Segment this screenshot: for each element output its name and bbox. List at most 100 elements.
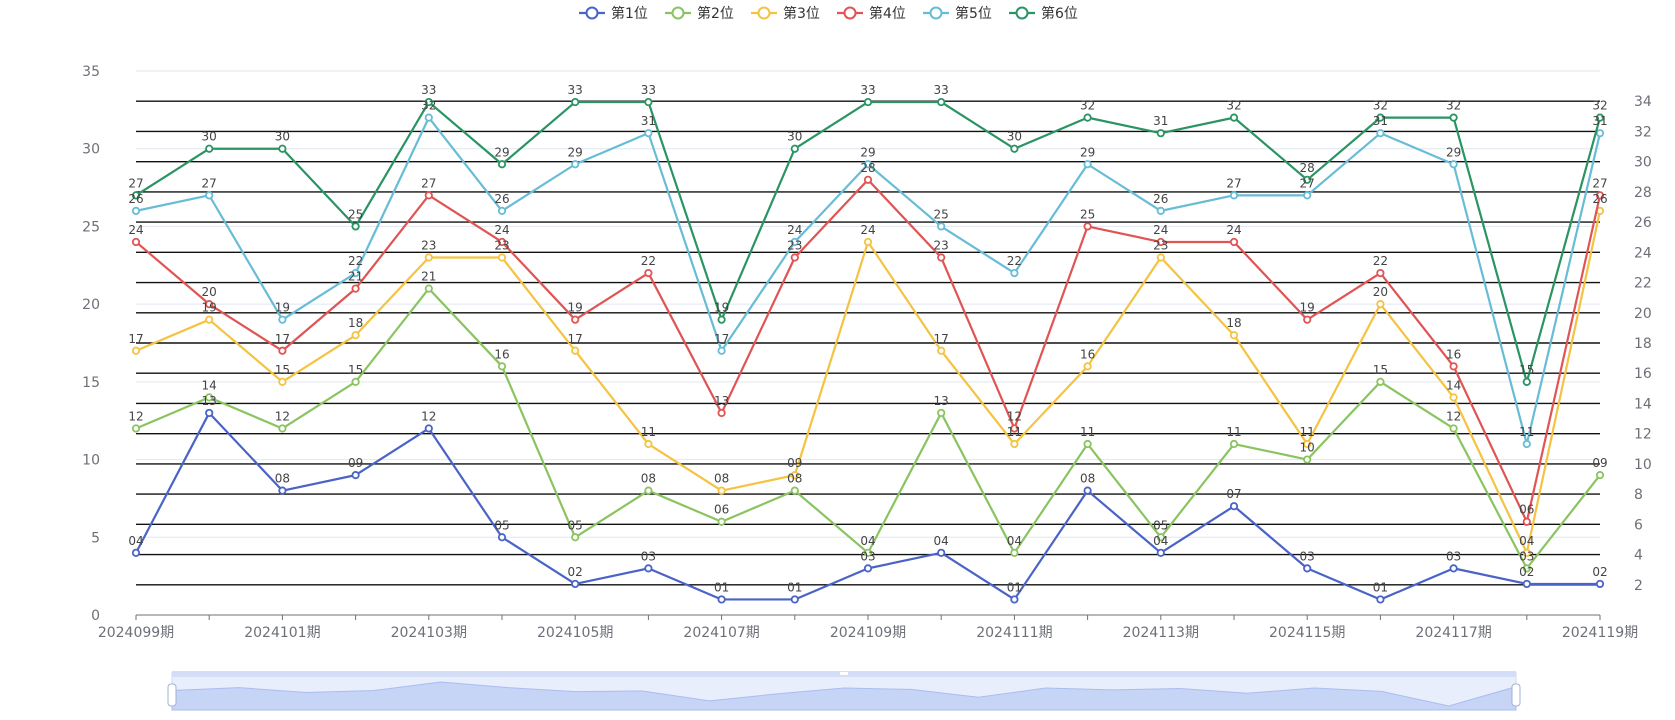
data-point	[1449, 393, 1458, 402]
data-label: 32	[421, 99, 436, 113]
zoom-handle-left[interactable]	[167, 683, 177, 707]
data-point	[1229, 113, 1239, 122]
data-label: 01	[1373, 580, 1388, 594]
data-point	[863, 160, 873, 169]
data-label: 30	[275, 130, 290, 144]
x-tick-label: 2024119期	[1562, 625, 1638, 641]
data-point	[717, 595, 726, 604]
data-point	[131, 346, 141, 355]
data-point	[131, 191, 141, 200]
data-point	[205, 191, 214, 200]
data-point	[1156, 129, 1165, 138]
data-label: 20	[1373, 285, 1388, 299]
data-label: 28	[860, 161, 875, 175]
right-y-tick-label: 30	[1634, 155, 1652, 171]
right-y-tick-label: 32	[1634, 124, 1652, 140]
data-label: 22	[641, 254, 656, 268]
data-point	[1595, 113, 1605, 122]
data-label: 27	[1592, 176, 1607, 190]
data-point	[1229, 237, 1239, 247]
y-tick-label: 10	[82, 453, 100, 469]
data-point	[131, 206, 141, 215]
data-zoom-slider[interactable]	[167, 671, 1521, 711]
legend-symbol	[757, 6, 771, 20]
data-label: 06	[714, 503, 729, 517]
data-point	[497, 237, 507, 247]
data-label: 22	[1373, 254, 1388, 268]
data-point	[424, 424, 433, 433]
legend-item-3[interactable]: 第3位	[751, 5, 820, 22]
right-y-tick-label: 20	[1634, 306, 1652, 322]
legend-symbol	[929, 6, 943, 20]
data-label: 24	[787, 223, 802, 237]
right-y-tick-label: 18	[1634, 336, 1652, 352]
zoom-handle-right[interactable]	[1511, 683, 1521, 707]
data-label: 29	[860, 145, 875, 159]
data-label: 33	[421, 83, 436, 97]
data-label: 18	[1226, 316, 1241, 330]
series-2	[131, 284, 1605, 573]
y-tick-label: 35	[82, 64, 100, 80]
data-label: 02	[1519, 565, 1534, 579]
data-label: 29	[568, 145, 583, 159]
data-label: 05	[568, 518, 583, 532]
right-y-tick-label: 12	[1634, 427, 1652, 443]
data-label: 08	[787, 472, 802, 486]
data-label: 13	[934, 394, 949, 408]
data-point	[1010, 548, 1019, 557]
data-point	[278, 486, 287, 495]
data-point	[1595, 579, 1605, 589]
data-label: 27	[1226, 176, 1241, 190]
data-label: 33	[934, 83, 949, 97]
data-point	[1595, 191, 1605, 200]
data-point	[278, 144, 287, 153]
y-tick-label: 20	[82, 297, 100, 313]
data-label: 12	[1007, 409, 1022, 423]
data-point	[424, 191, 433, 200]
data-point	[571, 346, 580, 355]
data-point	[1303, 175, 1312, 184]
data-label: 17	[714, 332, 729, 346]
legend-item-2[interactable]: 第2位	[665, 5, 734, 22]
data-point	[790, 595, 799, 604]
data-label: 30	[787, 130, 802, 144]
data-point	[1303, 564, 1312, 573]
right-y-tick-label: 14	[1634, 396, 1652, 412]
data-point	[571, 97, 580, 107]
data-label: 17	[934, 332, 949, 346]
data-point	[1376, 129, 1385, 138]
data-label: 13	[714, 394, 729, 408]
legend[interactable]: 第1位 第2位 第3位 第4位 第5位 第6位	[579, 5, 1078, 22]
data-point	[278, 346, 287, 355]
data-label: 13	[202, 394, 217, 408]
data-point	[497, 206, 507, 215]
data-point	[1010, 268, 1019, 278]
data-label: 11	[1519, 425, 1534, 439]
data-label: 09	[787, 456, 802, 470]
legend-item-1[interactable]: 第1位	[579, 5, 648, 22]
data-label: 08	[641, 472, 656, 486]
data-point	[937, 97, 946, 107]
legend-item-5[interactable]: 第5位	[923, 5, 992, 22]
data-point	[424, 97, 433, 107]
zoom-grip[interactable]	[840, 672, 848, 675]
data-point	[571, 579, 580, 589]
data-point	[644, 564, 653, 573]
data-label: 03	[641, 549, 656, 563]
data-point	[1376, 300, 1385, 309]
data-label: 19	[275, 301, 290, 315]
data-label: 12	[128, 409, 143, 423]
data-point	[1229, 502, 1239, 511]
data-label: 15	[348, 363, 363, 377]
data-point	[1522, 579, 1531, 589]
legend-item-4[interactable]: 第4位	[837, 5, 906, 22]
data-label: 23	[1153, 239, 1168, 253]
data-label: 22	[1007, 254, 1022, 268]
data-label: 33	[860, 83, 875, 97]
data-point	[644, 129, 653, 138]
data-point	[1229, 191, 1239, 200]
right-y-tick-label: 6	[1634, 517, 1643, 533]
data-point	[571, 533, 580, 542]
legend-item-6[interactable]: 第6位	[1009, 5, 1078, 22]
right-y-tick-label: 34	[1634, 94, 1652, 110]
